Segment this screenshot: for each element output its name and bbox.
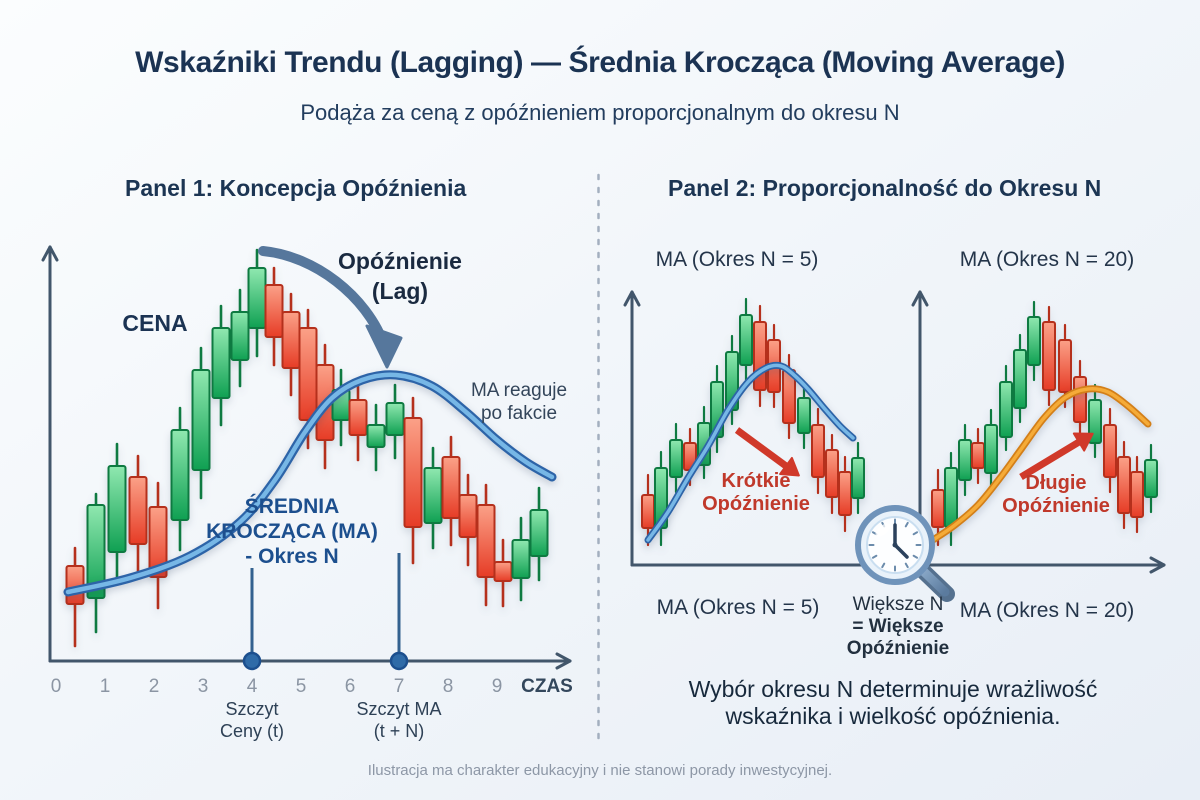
subtitle: Podąża za ceną z opóźnieniem proporcjona…: [300, 100, 900, 125]
magnifier-caption: Większe N = Większe Opóźnienie: [846, 594, 950, 659]
magnifier-clock-icon: [855, 505, 955, 602]
long-ma-chart: [911, 290, 1166, 574]
tick-label: 5: [296, 676, 307, 697]
panel1-main-chart-ma-curve: [63, 370, 557, 597]
tick-label: 2: [149, 676, 160, 697]
short-ma-top-label: MA (Okres N = 5): [655, 248, 819, 271]
short-lag-annotation: Krótkie Opóźnienie: [702, 470, 810, 515]
footer-disclaimer: Ilustracja ma charakter edukacyjny i nie…: [367, 762, 833, 779]
long-lag-annotation: Długie Opóźnienie: [1002, 472, 1110, 517]
tick-label: 4: [247, 676, 258, 697]
time-axis-label: CZAS: [521, 676, 573, 697]
long-ma-chart-ma-curve: [929, 385, 1152, 544]
short-ma-chart: [623, 290, 904, 574]
panel1-main-chart-candles: [65, 248, 549, 648]
panel2-title: Panel 2: Proporcjonalność do Okresu N: [668, 175, 1102, 201]
long-ma-bottom-label: MA (Okres N = 20): [959, 599, 1135, 622]
panel1-title: Panel 1: Koncepcja Opóźnienia: [125, 175, 467, 201]
conclusion-text: Wybór okresu N determinuje wrażliwość ws…: [688, 676, 1098, 729]
short-ma-chart-ma-curve: [644, 361, 857, 544]
tick-label: 7: [394, 676, 405, 697]
peak-ma-label: Szczyt MA (t + N): [356, 699, 442, 741]
panel1-main-chart: 0 1 2 3 4 5 6 7 8 9 CZAS: [41, 245, 573, 697]
ma-reacts-label: MA reaguje po fakcie: [470, 380, 568, 424]
tick-label: 8: [443, 676, 454, 697]
lag-label: Opóźnienie (Lag): [338, 246, 462, 306]
tick-label: 9: [492, 676, 503, 697]
tick-label: 0: [51, 676, 62, 697]
tick-label: 1: [100, 676, 111, 697]
short-ma-bottom-label: MA (Okres N = 5): [656, 596, 820, 619]
lag-label-line1: Opóźnienie: [338, 248, 462, 274]
moving-average-label: ŚREDNIA KROCZĄCA (MA) - Okres N: [206, 495, 378, 568]
tick-label: 3: [198, 676, 209, 697]
price-label: CENA: [122, 310, 188, 336]
lag-label-line2: (Lag): [371, 278, 429, 304]
peak-price-label: Szczyt Ceny (t): [219, 699, 285, 741]
long-ma-chart-candles: [931, 300, 1158, 547]
main-title: Wskaźniki Trendu (Lagging) — Średnia Kro…: [135, 46, 1065, 79]
long-ma-top-label: MA (Okres N = 20): [959, 248, 1135, 271]
tick-label: 6: [345, 676, 356, 697]
